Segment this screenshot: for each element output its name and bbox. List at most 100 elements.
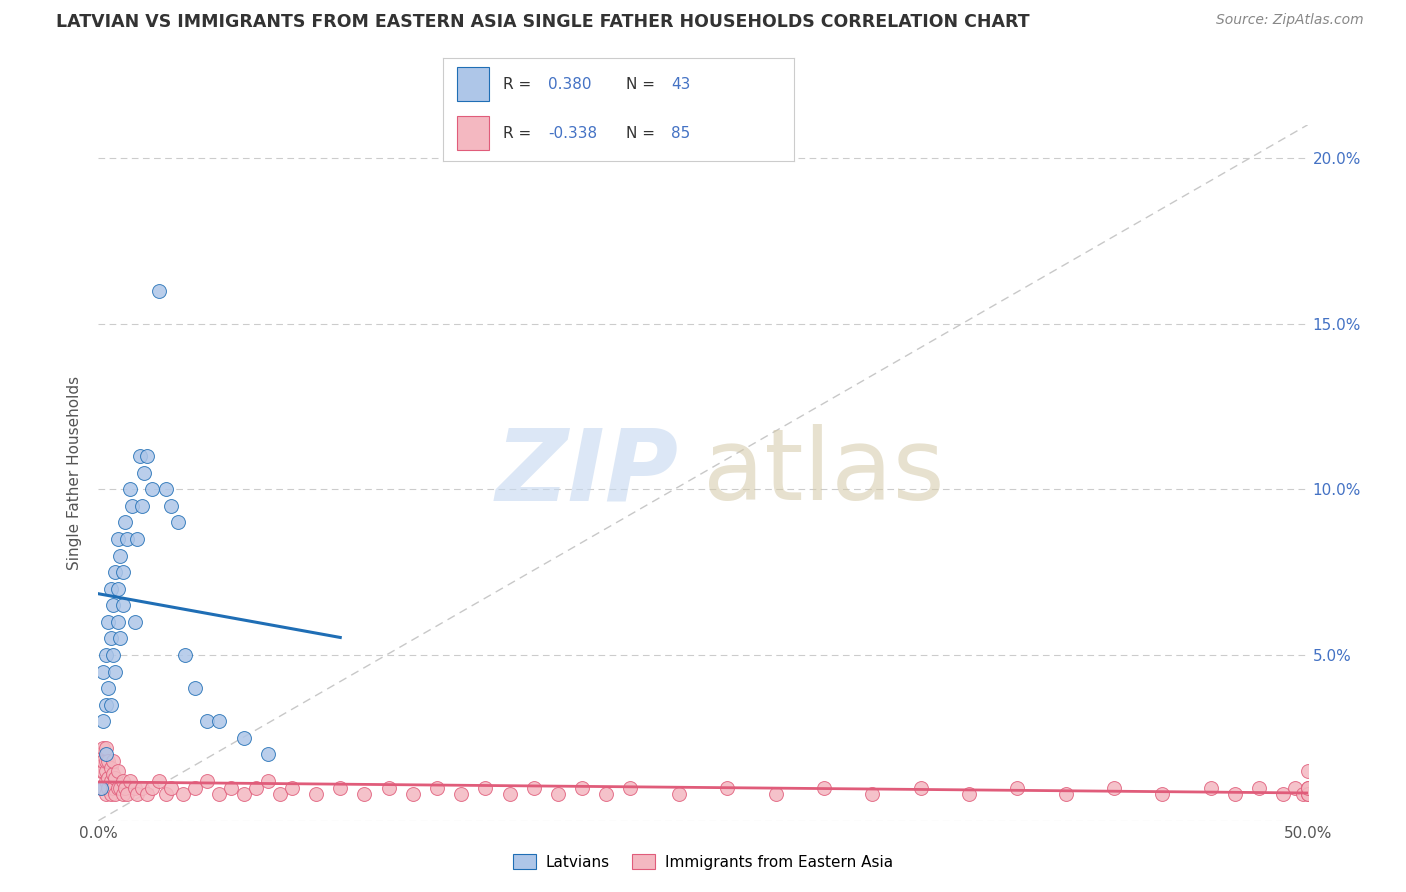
Text: -0.338: -0.338 [548, 126, 598, 141]
Point [148, 773, 170, 788]
Point [174, 648, 197, 662]
Point [860, 787, 883, 801]
Point [128, 449, 150, 463]
Point [91, 740, 114, 755]
Point [765, 787, 787, 801]
Point [94, 754, 117, 768]
Point [167, 516, 190, 530]
Text: LATVIAN VS IMMIGRANTS FROM EASTERN ASIA SINGLE FATHER HOUSEHOLDS CORRELATION CHA: LATVIAN VS IMMIGRANTS FROM EASTERN ASIA … [56, 13, 1029, 31]
Text: N =: N = [626, 77, 659, 92]
Point [160, 780, 183, 795]
Bar [457, 117, 489, 150]
Point [141, 483, 163, 497]
Point [498, 787, 520, 801]
Point [269, 787, 291, 801]
Point [114, 780, 136, 795]
Point [595, 787, 617, 801]
Point [377, 780, 399, 795]
Point [131, 780, 153, 795]
Point [97, 771, 120, 785]
Point [91, 665, 114, 679]
Y-axis label: Single Father Households: Single Father Households [67, 376, 83, 570]
Point [90, 780, 112, 795]
Point [1007, 780, 1029, 795]
Point [127, 787, 149, 801]
Point [90, 764, 112, 778]
Point [1292, 787, 1315, 801]
Point [245, 780, 267, 795]
Point [184, 780, 207, 795]
Text: R =: R = [503, 77, 536, 92]
Point [450, 787, 472, 801]
Point [100, 582, 122, 596]
Point [195, 773, 218, 788]
Point [94, 698, 117, 712]
Point [97, 780, 120, 795]
Point [353, 787, 375, 801]
Text: 85: 85 [671, 126, 690, 141]
Point [208, 714, 231, 729]
Point [910, 780, 932, 795]
Point [134, 466, 156, 480]
Point [172, 787, 194, 801]
Point [101, 767, 124, 781]
Point [94, 740, 117, 755]
Point [94, 747, 117, 762]
Point [813, 780, 835, 795]
Point [104, 771, 127, 785]
Point [100, 773, 122, 788]
Point [256, 747, 278, 762]
Point [148, 284, 170, 298]
Point [474, 780, 496, 795]
Point [94, 764, 117, 778]
Legend: Latvians, Immigrants from Eastern Asia: Latvians, Immigrants from Eastern Asia [508, 848, 898, 876]
Point [111, 773, 134, 788]
Point [305, 787, 328, 801]
Point [232, 731, 254, 745]
Point [1296, 764, 1319, 778]
Point [100, 787, 122, 801]
Text: atlas: atlas [703, 425, 945, 521]
Point [108, 632, 131, 646]
Point [104, 787, 127, 801]
Text: N =: N = [626, 126, 659, 141]
Point [101, 648, 124, 662]
Point [426, 780, 449, 795]
Point [668, 787, 690, 801]
Point [256, 773, 278, 788]
Point [114, 516, 136, 530]
Point [101, 754, 124, 768]
Point [184, 681, 207, 695]
Point [160, 499, 183, 513]
Point [100, 698, 122, 712]
Point [117, 532, 139, 546]
Point [716, 780, 738, 795]
Point [1272, 787, 1295, 801]
Point [1102, 780, 1125, 795]
Point [117, 787, 139, 801]
Point [155, 483, 177, 497]
Point [957, 787, 980, 801]
Point [107, 780, 129, 795]
Point [1296, 780, 1319, 795]
Point [127, 532, 149, 546]
Point [1296, 787, 1319, 801]
Point [1054, 787, 1077, 801]
Point [124, 615, 146, 629]
Point [135, 787, 157, 801]
Point [91, 714, 114, 729]
Point [100, 761, 122, 775]
Point [101, 780, 124, 795]
Point [281, 780, 304, 795]
Point [135, 449, 157, 463]
Point [232, 787, 254, 801]
Point [118, 483, 141, 497]
Point [329, 780, 352, 795]
Point [118, 773, 141, 788]
Text: Source: ZipAtlas.com: Source: ZipAtlas.com [1216, 13, 1364, 28]
Point [131, 499, 153, 513]
Point [94, 648, 117, 662]
Text: 0.380: 0.380 [548, 77, 592, 92]
Text: R =: R = [503, 126, 536, 141]
Point [1152, 787, 1174, 801]
